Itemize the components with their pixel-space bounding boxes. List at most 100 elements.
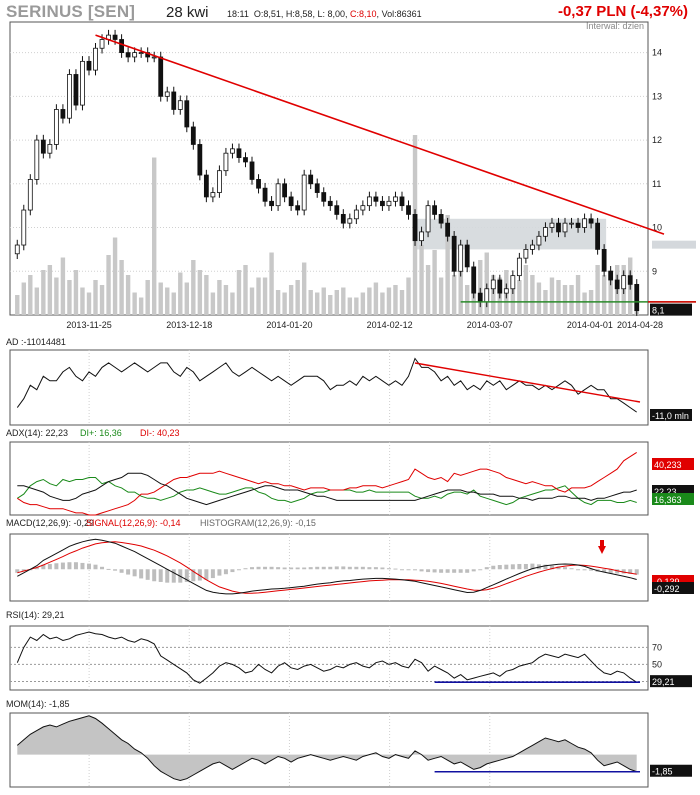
- mom-label: MOM(14): -1,85: [6, 699, 70, 709]
- macd-panel-frame: [9, 533, 649, 602]
- volume-bar: [451, 275, 457, 315]
- macd-histogram-bar: [158, 569, 163, 582]
- macd-histogram-bar: [73, 562, 78, 570]
- macd-histogram-bar: [393, 568, 398, 570]
- candle-body: [627, 275, 633, 285]
- macd-histogram-bar: [80, 562, 85, 570]
- candle-body: [27, 179, 33, 211]
- macd-histogram-bar: [54, 563, 59, 570]
- macd-histogram-bar: [67, 562, 72, 570]
- macd-histogram-bar: [171, 569, 176, 583]
- candle-body: [575, 222, 581, 228]
- macd-histogram-bar: [608, 569, 613, 574]
- macd-histogram-bar: [106, 568, 111, 570]
- volume-bar: [380, 292, 385, 315]
- macd-histogram-bar: [60, 562, 65, 570]
- volume-bar: [47, 265, 53, 315]
- candle-body: [275, 183, 281, 207]
- adx-last: 22,23: [654, 487, 677, 497]
- volume-bar: [165, 287, 170, 315]
- macd-histogram-bar: [289, 567, 294, 570]
- macd-histogram-bar: [497, 565, 502, 570]
- macd-histogram-bar: [145, 569, 150, 580]
- signal-line: [17, 541, 637, 594]
- volume-bar: [204, 275, 209, 315]
- candle-body: [621, 275, 627, 290]
- candle-body: [536, 235, 542, 246]
- mom-last-bg: [650, 764, 692, 777]
- candle-body: [295, 205, 301, 211]
- macd-histogram-bar: [256, 566, 261, 570]
- macd-histogram-bar: [282, 567, 287, 570]
- di-minus-line: [17, 451, 637, 516]
- mom-line: [16, 715, 637, 782]
- candle-body: [158, 56, 164, 97]
- candle-body: [601, 249, 607, 272]
- candle-body: [406, 205, 411, 215]
- macd-histogram-bar: [21, 569, 26, 572]
- macd-histogram-bar: [321, 566, 326, 570]
- volume-bar: [510, 285, 516, 315]
- volume-bar: [54, 277, 59, 315]
- rsi-axis-label: 70: [652, 642, 662, 652]
- candle-body: [288, 196, 294, 207]
- candle-body: [432, 205, 437, 215]
- volume-bar: [269, 252, 274, 315]
- volume-bar: [73, 270, 79, 315]
- macd-histogram-bar: [113, 569, 118, 571]
- macd-histogram-bar: [504, 564, 509, 570]
- candle-body: [497, 279, 503, 294]
- candle-body: [132, 52, 138, 58]
- volume-bar: [138, 297, 144, 315]
- volume-bar: [360, 292, 366, 315]
- candle-body: [366, 196, 372, 207]
- price-axis-label: 9: [652, 266, 657, 276]
- candle-body: [393, 196, 398, 202]
- candle-body: [412, 214, 418, 242]
- candle-body: [516, 257, 522, 277]
- volume-bar: [256, 277, 261, 315]
- macd-histogram-bar: [543, 564, 548, 570]
- candle-body: [119, 39, 124, 54]
- interval-label: Interwal: dzien: [585, 21, 644, 31]
- candle-body: [634, 283, 640, 312]
- volume-bar: [158, 282, 163, 315]
- volume-bar: [321, 287, 326, 315]
- rsi-panel-frame: [9, 625, 649, 691]
- macd-line: [17, 538, 637, 595]
- macd-histogram-bar: [360, 566, 365, 570]
- time-value: 18:11: [227, 9, 249, 19]
- ad-label: AD :-11014481: [6, 337, 66, 347]
- volume-bar: [125, 275, 131, 315]
- candle-body: [301, 174, 307, 211]
- di-plus-line: [17, 477, 637, 506]
- candle-body: [438, 214, 444, 224]
- candle-body: [569, 222, 574, 225]
- candle-body: [510, 275, 516, 290]
- adx-line: [17, 472, 637, 506]
- candle-body: [151, 56, 157, 59]
- macd-histogram-bar: [100, 566, 105, 570]
- candle-body: [21, 209, 27, 246]
- macd-histogram-bar: [549, 565, 554, 570]
- volume-bar: [119, 260, 124, 315]
- candle-body: [380, 200, 385, 207]
- macd-histogram-bar: [413, 569, 418, 571]
- macd-histogram-bar: [556, 566, 561, 570]
- x-axis-label: 2014-02-12: [367, 320, 413, 330]
- volume-bar: [145, 280, 150, 315]
- adx-panel-frame: [9, 441, 649, 516]
- volume-bar: [536, 282, 542, 315]
- macd-histogram-bar: [204, 569, 209, 580]
- volume-bar: [301, 262, 307, 315]
- macd-histogram-bar: [263, 566, 268, 570]
- candle-body: [614, 279, 620, 290]
- volume-bar: [334, 290, 339, 315]
- volume-bar: [432, 250, 437, 315]
- volume-bar: [491, 275, 496, 315]
- candle-body: [53, 109, 59, 145]
- candle-body: [445, 222, 451, 237]
- candle-body: [562, 222, 568, 233]
- volume-bar: [262, 277, 268, 315]
- macd-histogram-bar: [471, 569, 476, 572]
